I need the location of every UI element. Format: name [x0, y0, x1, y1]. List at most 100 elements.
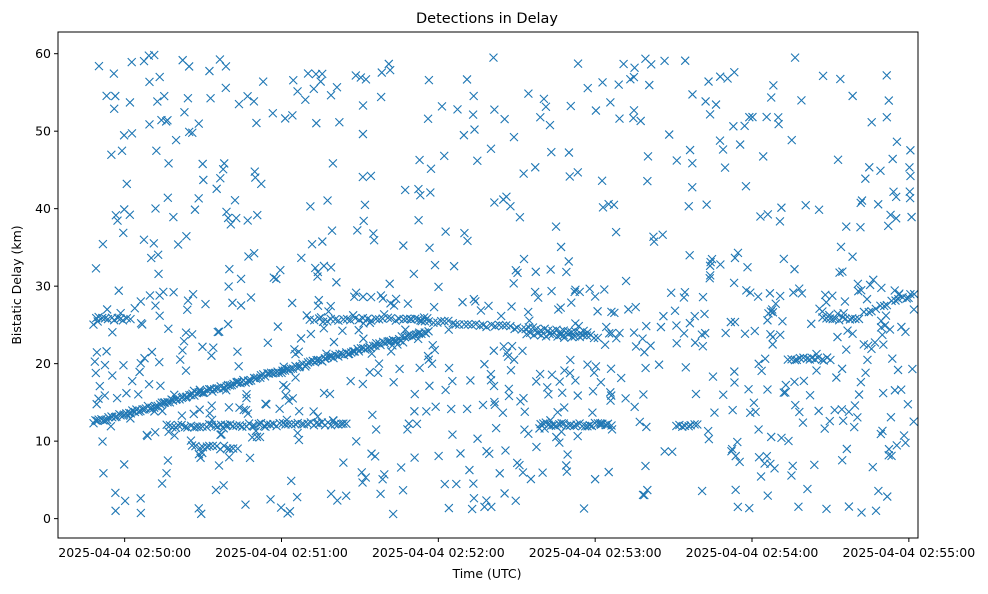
data-point	[429, 318, 438, 328]
data-point	[119, 205, 129, 214]
data-point	[163, 115, 172, 125]
data-point	[856, 377, 866, 387]
data-point	[323, 196, 332, 205]
data-point	[489, 198, 499, 207]
data-point	[90, 357, 100, 367]
data-point	[212, 184, 222, 194]
data-point	[715, 72, 725, 82]
data-point	[524, 323, 534, 332]
data-point	[629, 72, 639, 82]
data-point	[794, 284, 804, 293]
data-point	[688, 90, 697, 99]
data-point	[358, 379, 368, 389]
data-point	[774, 119, 784, 129]
data-point	[180, 107, 189, 117]
data-point	[145, 77, 154, 87]
data-point	[157, 406, 167, 416]
y-axis-label: Bistatic Delay (km)	[9, 225, 24, 344]
data-point	[598, 77, 607, 87]
data-point	[181, 231, 191, 241]
data-point	[642, 485, 652, 495]
data-point	[235, 403, 244, 413]
data-point	[519, 169, 529, 178]
data-point	[533, 293, 543, 303]
data-point	[440, 316, 449, 326]
data-point	[883, 221, 893, 231]
data-point	[852, 412, 862, 422]
data-point	[489, 105, 499, 115]
data-point	[109, 104, 119, 114]
data-point	[566, 101, 576, 111]
data-point	[641, 422, 651, 432]
data-point	[287, 298, 297, 308]
data-point	[334, 117, 344, 127]
data-point	[621, 276, 631, 286]
data-point	[718, 145, 728, 154]
data-point	[409, 269, 419, 279]
data-point	[294, 435, 304, 445]
data-point	[136, 358, 146, 368]
data-point	[573, 431, 583, 441]
data-point	[596, 420, 606, 430]
data-point	[114, 286, 124, 296]
data-point	[366, 171, 376, 181]
data-point	[660, 56, 669, 66]
data-point	[425, 381, 434, 391]
data-point	[273, 322, 283, 331]
data-point	[388, 509, 398, 519]
data-point	[692, 420, 702, 429]
data-point	[136, 493, 146, 503]
data-point	[459, 130, 469, 140]
data-point	[697, 486, 707, 496]
data-point	[296, 334, 306, 343]
data-point	[354, 325, 364, 335]
data-point	[498, 321, 508, 331]
data-point	[358, 478, 367, 487]
data-point	[599, 285, 609, 294]
data-point	[398, 241, 408, 250]
data-point	[754, 425, 763, 434]
data-point	[111, 210, 121, 220]
data-point	[762, 112, 772, 122]
data-point	[879, 301, 889, 311]
data-point	[763, 210, 773, 219]
data-point	[243, 91, 252, 101]
data-point	[873, 199, 883, 209]
data-point	[326, 263, 336, 272]
data-point	[605, 98, 615, 107]
data-point	[191, 441, 200, 451]
data-point	[443, 316, 453, 326]
data-point	[449, 261, 459, 271]
data-point	[220, 383, 229, 393]
data-point	[379, 309, 389, 319]
data-point	[766, 329, 775, 339]
data-point	[451, 479, 461, 489]
data-point	[588, 386, 598, 396]
data-point	[601, 322, 611, 332]
data-point	[588, 408, 597, 417]
data-point	[444, 325, 454, 334]
data-point	[539, 94, 549, 104]
data-point	[876, 166, 885, 176]
data-point	[181, 328, 191, 338]
data-point	[838, 416, 848, 426]
data-point	[117, 146, 127, 156]
data-point	[404, 419, 414, 429]
data-point	[490, 400, 500, 410]
data-point	[593, 333, 603, 343]
data-point	[567, 332, 577, 342]
data-point	[309, 315, 319, 325]
data-point	[531, 377, 541, 386]
data-point	[480, 502, 489, 512]
data-point	[596, 377, 606, 387]
data-point	[547, 286, 556, 296]
data-point	[109, 69, 119, 78]
data-point	[453, 105, 462, 114]
data-point	[697, 330, 707, 340]
data-point	[163, 324, 173, 334]
data-point	[690, 338, 700, 348]
data-point	[711, 100, 721, 109]
data-point	[311, 69, 321, 79]
data-point	[619, 59, 628, 69]
data-point	[768, 340, 778, 349]
